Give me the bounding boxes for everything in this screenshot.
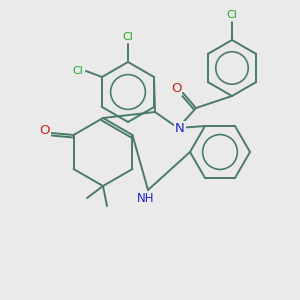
- Text: Cl: Cl: [226, 10, 237, 20]
- Text: O: O: [171, 82, 181, 94]
- Text: Cl: Cl: [123, 32, 134, 42]
- Text: NH: NH: [137, 191, 155, 205]
- Text: O: O: [39, 124, 50, 137]
- Text: Cl: Cl: [73, 66, 83, 76]
- Text: N: N: [175, 122, 185, 136]
